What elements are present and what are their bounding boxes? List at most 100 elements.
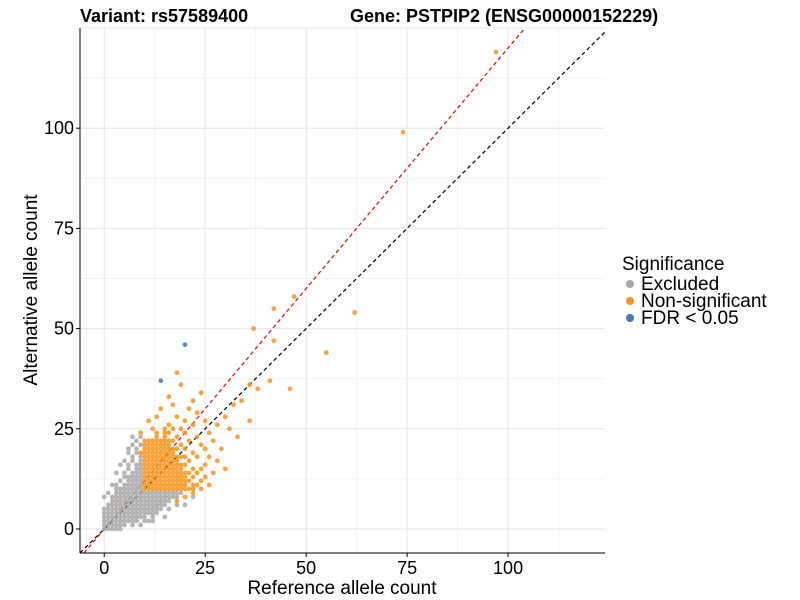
data-point [138, 498, 143, 504]
data-point [134, 438, 139, 444]
data-point [122, 494, 127, 500]
data-point [166, 498, 172, 504]
data-point [142, 502, 148, 508]
data-point [154, 470, 160, 476]
data-point [174, 498, 180, 504]
data-point [105, 490, 111, 496]
data-point [142, 450, 148, 456]
data-point [150, 450, 156, 456]
data-point [202, 462, 208, 468]
data-point [122, 470, 127, 476]
data-point [146, 474, 152, 480]
data-point [117, 478, 123, 484]
data-point [170, 494, 176, 500]
data-point [138, 462, 143, 468]
data-point [142, 482, 148, 488]
axes [79, 28, 605, 554]
data-point [122, 502, 127, 508]
data-point [182, 430, 188, 436]
data-point [113, 506, 119, 512]
data-point [117, 518, 123, 524]
data-point [198, 486, 204, 492]
data-point [158, 490, 164, 496]
data-point [113, 518, 119, 524]
data-point [186, 458, 192, 464]
data-point [178, 470, 184, 476]
data-point [146, 506, 152, 512]
data-point [117, 510, 123, 516]
data-point [178, 426, 184, 432]
data-point [138, 506, 143, 512]
data-point [117, 502, 123, 508]
data-point [227, 426, 232, 432]
data-point [122, 522, 127, 528]
data-point [158, 498, 164, 504]
data-point [101, 526, 107, 532]
data-point [182, 454, 188, 460]
data-point [206, 454, 212, 460]
data-point [130, 470, 135, 476]
data-point [162, 498, 168, 504]
data-point [146, 478, 152, 484]
data-point [150, 510, 156, 516]
data-point [109, 494, 115, 500]
data-point [178, 466, 184, 472]
data-point [122, 482, 127, 488]
data-point [162, 514, 168, 520]
data-point [138, 510, 143, 516]
data-point [146, 442, 152, 448]
data-point [158, 446, 164, 452]
data-point [190, 482, 196, 488]
data-point [130, 502, 135, 508]
data-point [154, 474, 160, 480]
legend-label-fdr: FDR < 0.05 [641, 308, 739, 329]
data-point [154, 462, 160, 468]
data-point [150, 486, 156, 492]
data-point [142, 486, 148, 492]
data-point [182, 486, 188, 492]
data-point [126, 474, 131, 480]
data-point [109, 526, 115, 532]
data-point [162, 486, 168, 492]
data-point [146, 418, 152, 424]
data-point [122, 458, 127, 464]
data-point [134, 506, 139, 512]
data-point [117, 462, 123, 468]
data-point [126, 494, 131, 500]
data-point [271, 338, 277, 343]
data-point [126, 446, 131, 452]
data-point [174, 414, 180, 420]
data-point [126, 506, 131, 512]
data-point [138, 490, 143, 496]
data-point [170, 466, 176, 472]
data-point [117, 490, 123, 496]
data-point [162, 470, 168, 476]
data-point [158, 494, 164, 500]
data-point [182, 474, 188, 480]
data-point [142, 466, 148, 472]
data-point [142, 506, 148, 512]
data-point [138, 470, 143, 476]
data-point [134, 450, 139, 456]
data-point [166, 458, 172, 464]
data-point [150, 470, 156, 476]
data-point [122, 514, 127, 520]
x-tick-label: 0 [99, 558, 109, 578]
data-point [134, 490, 139, 496]
data-point [134, 486, 139, 492]
data-point [122, 498, 127, 504]
data-point [113, 494, 119, 500]
data-point [126, 498, 131, 504]
data-point [170, 474, 176, 480]
data-point [126, 450, 131, 456]
data-point [158, 378, 164, 384]
data-point [154, 502, 160, 508]
data-point [113, 526, 119, 532]
data-point [122, 510, 127, 516]
data-point [134, 514, 139, 520]
data-point [158, 454, 164, 460]
y-axis-title: Alternative allele count [21, 194, 42, 386]
data-point [117, 506, 123, 512]
data-point [146, 486, 152, 492]
